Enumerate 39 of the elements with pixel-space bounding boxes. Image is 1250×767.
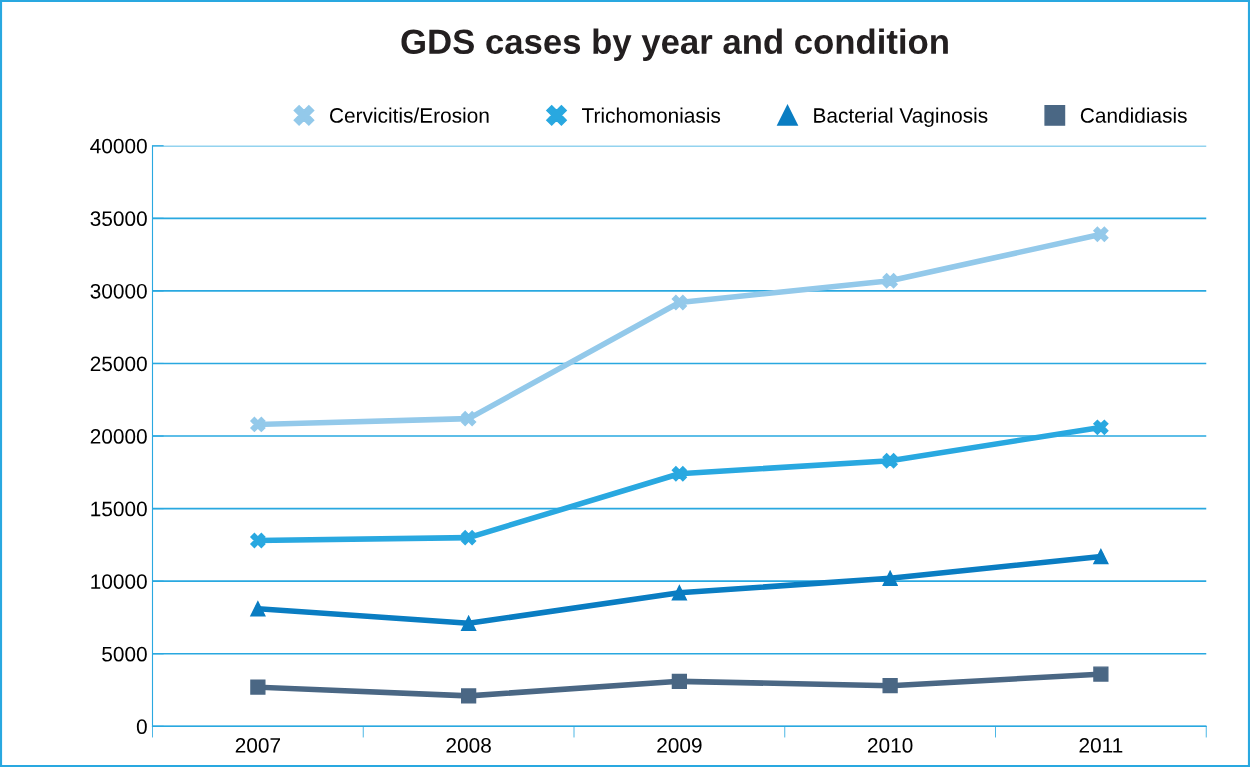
point [882,570,898,586]
x-tick-label: 2011 [1079,738,1123,753]
legend-label: Bacterial Vaginosis [814,107,988,127]
point [250,532,266,549]
point [460,530,477,546]
x-tick-label: 2008 [446,738,491,753]
y-tick-label: 40000 [90,138,147,154]
point [460,688,477,704]
x-tick-label: 2007 [235,738,280,753]
point [250,416,266,433]
y-tick-label: 25000 [90,356,147,372]
point [250,601,266,617]
y-tick-label: 0 [136,719,147,735]
legend-label: Cervicitis/Erosion [330,107,489,123]
point [882,678,898,694]
point [882,453,898,469]
y-tick-label: 10000 [91,574,147,589]
point [250,679,266,695]
legend-label: Trichomoniasis [582,107,721,123]
legend-label: Candidiasis [1080,107,1187,123]
x-tick-label: 2009 [657,738,702,753]
point [1093,419,1109,435]
y-tick-label: 5000 [102,646,147,662]
chart-title: GDS cases by year and condition [401,28,948,61]
point [1093,226,1109,242]
point [671,585,688,601]
y-tick-label: 20000 [90,429,147,444]
y-tick-label: 15000 [91,501,147,517]
point [671,294,688,311]
y-tick-label: 30000 [90,283,147,299]
x-tick-label: 2010 [868,738,913,753]
point [1093,666,1109,682]
point [460,410,477,427]
point [882,273,898,289]
point [1093,548,1109,565]
point [671,466,688,482]
y-tick-label: 35000 [90,211,147,227]
point [671,673,688,689]
point [460,615,477,631]
